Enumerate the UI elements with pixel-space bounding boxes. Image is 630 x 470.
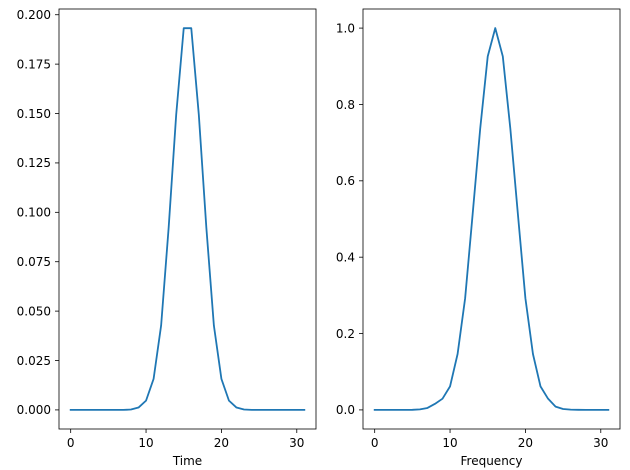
y-tick-label: 0.150	[17, 107, 51, 121]
y-tick-label: 0.075	[17, 255, 51, 269]
frequency-domain-panel: 0 10 20 30 0.0 0.2 0.4 0.6 0.8 1.0 Frequency	[336, 8, 621, 468]
y-tick-label: 0.8	[336, 98, 355, 112]
y-tick-label: 0.025	[17, 354, 51, 368]
y-tick-label: 0.000	[17, 403, 51, 417]
x-tick-label: 20	[518, 436, 533, 450]
x-axis-label: Frequency	[461, 454, 523, 468]
plot-frame	[58, 8, 317, 430]
x-axis-label: Time	[172, 454, 202, 468]
y-tick-label: 0.125	[17, 156, 51, 170]
series-line	[373, 27, 610, 411]
y-tick-label: 0.4	[336, 250, 355, 264]
y-tick-label: 0.200	[17, 8, 51, 22]
x-tick-label: 30	[289, 436, 304, 450]
x-tick-label: 30	[593, 436, 608, 450]
time-domain-panel: 0 10 20 30 0.000 0.025 0.050 0.075 0.100 0.125 0.1…	[17, 8, 317, 468]
y-tick-label: 0.050	[17, 304, 51, 318]
y-tick-label: 0.175	[17, 57, 51, 71]
x-tick-label: 0	[371, 436, 379, 450]
y-tick-label: 0.0	[336, 403, 355, 417]
x-tick-label: 10	[138, 436, 153, 450]
x-tick-label: 0	[67, 436, 75, 450]
y-tick-label: 1.0	[336, 21, 355, 35]
x-tick-label: 20	[214, 436, 229, 450]
y-tick-label: 0.2	[336, 327, 355, 341]
y-tick-label: 0.6	[336, 174, 355, 188]
y-tick-label: 0.100	[17, 206, 51, 220]
plot-frame	[362, 8, 621, 430]
series-line	[69, 27, 306, 411]
x-tick-label: 10	[442, 436, 457, 450]
